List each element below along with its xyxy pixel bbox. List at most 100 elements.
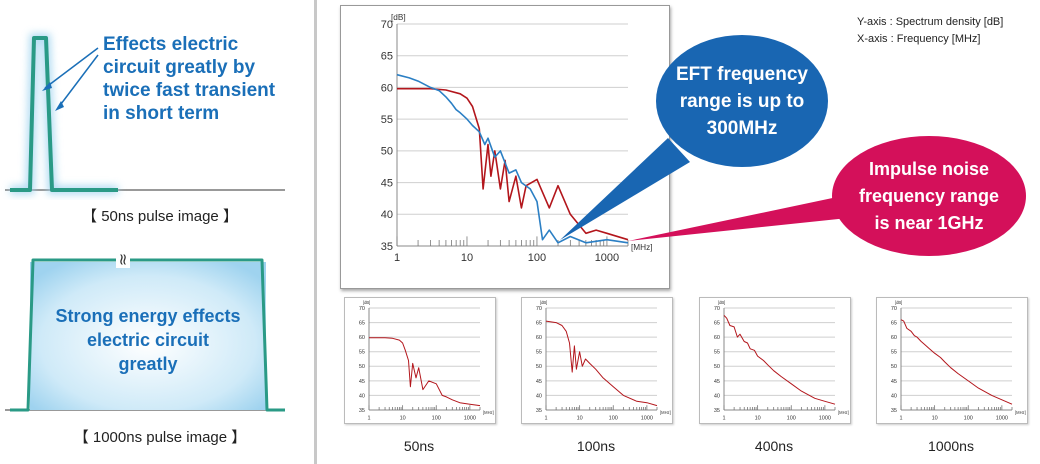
- caption-50ns: 50ns: [403, 438, 435, 454]
- caption-400ns: 400ns: [754, 438, 794, 454]
- y-axis-unit: [dB]: [718, 300, 725, 305]
- y-axis-unit: [dB]: [540, 300, 547, 305]
- y-tick-label: 60: [359, 335, 365, 341]
- y-tick-label: 35: [891, 408, 897, 414]
- break-mark: ≈: [114, 252, 134, 267]
- caption-1000ns: 1000ns: [928, 438, 974, 454]
- series-line-0: [900, 319, 1013, 405]
- y-tick-label: 50: [359, 364, 365, 370]
- y-tick-label: 60: [536, 335, 542, 341]
- y-tick-label: 65: [891, 320, 897, 326]
- y-tick-label: 45: [536, 379, 542, 385]
- x-axis-unit: [MHz]: [838, 410, 849, 415]
- energy-area: [30, 262, 266, 410]
- caption-100ns: 100ns: [576, 438, 616, 454]
- impulse-bubble-text: Impulse noise frequency range is near 1G…: [858, 159, 1000, 233]
- small-chart-400ns: 35 40 45 50 55 60 65 70 1 10 100 1000 [dB] [MHz]: [699, 297, 851, 424]
- pulse-1000ns-diagram: [5, 250, 285, 412]
- pulse-50ns-waveform: [10, 36, 118, 192]
- y-tick-label: 55: [891, 350, 897, 356]
- y-tick-label: 55: [381, 114, 393, 126]
- small-chart-100ns: 35 40 45 50 55 60 65 70 1 10 100 1000 [dB] [MHz]: [521, 297, 673, 424]
- pulse-1000ns-panel: ≈ Strong energy effects electric circuit…: [0, 240, 300, 464]
- x-tick-label: 1000: [819, 416, 831, 422]
- y-tick-label: 65: [714, 320, 720, 326]
- x-axis-unit: [MHz]: [483, 410, 494, 415]
- arrow-line-1: [44, 47, 99, 89]
- pulse-1000ns-caption: 【 1000ns pulse image 】: [73, 429, 247, 446]
- x-axis-unit: [MHz]: [1015, 410, 1026, 415]
- y-tick-label: 70: [714, 306, 720, 312]
- pulse-1000ns-waveform: [10, 258, 285, 412]
- y-tick-label: 55: [714, 350, 720, 356]
- main-spectrum-chart: 35 40 45 50 55 60 65 70 1 10 100 1000 [dB] [MHz]: [381, 13, 653, 264]
- y-tick-label: 70: [536, 306, 542, 312]
- y-tick-label: 45: [714, 379, 720, 385]
- x-tick-label: 1: [394, 252, 400, 264]
- section-divider: [314, 0, 317, 464]
- x-tick-label: 100: [528, 252, 546, 264]
- y-axis-unit: [dB]: [391, 13, 406, 22]
- pulse-50ns-caption: 【 50ns pulse image 】: [82, 208, 238, 225]
- series-line-0: [545, 320, 658, 407]
- main-chart-frame: 35 40 45 50 55 60 65 70 1 10 100 1000 [dB] [MHz]: [340, 5, 670, 289]
- y-tick-label: 70: [381, 19, 393, 31]
- x-tick-label: 1: [367, 416, 370, 422]
- pulse-1000ns-effect-text: Strong energy effects electric circuit g…: [55, 306, 241, 374]
- y-tick-label: 50: [381, 146, 393, 158]
- y-tick-label: 60: [714, 335, 720, 341]
- x-tick-label: 100: [787, 416, 796, 422]
- y-tick-label: 60: [381, 82, 393, 94]
- pulse-50ns-diagram: [5, 33, 285, 195]
- y-tick-label: 35: [536, 408, 542, 414]
- y-tick-label: 35: [714, 408, 720, 414]
- x-tick-label: 1000: [464, 416, 476, 422]
- x-tick-label: 10: [461, 252, 473, 264]
- y-tick-label: 45: [381, 177, 393, 189]
- y-tick-label: 45: [359, 379, 365, 385]
- x-tick-label: 10: [932, 416, 938, 422]
- y-tick-label: 70: [359, 306, 365, 312]
- y-tick-label: 45: [891, 379, 897, 385]
- small-chart-1000ns: 35 40 45 50 55 60 65 70 1 10 100 1000 [dB] [MHz]: [876, 297, 1028, 424]
- small-chart-50ns: 35 40 45 50 55 60 65 70 1 10 100 1000 [dB] [MHz]: [344, 297, 496, 424]
- x-tick-label: 10: [400, 416, 406, 422]
- series-line-0: [397, 87, 629, 241]
- x-tick-label: 10: [577, 416, 583, 422]
- x-axis-unit: [MHz]: [631, 243, 653, 252]
- y-axis-unit: [dB]: [895, 300, 902, 305]
- x-tick-label: 1: [899, 416, 902, 422]
- x-tick-label: 1000: [996, 416, 1008, 422]
- y-tick-label: 40: [381, 209, 393, 221]
- x-tick-label: 1: [722, 416, 725, 422]
- arrow-line-2: [57, 54, 99, 109]
- x-tick-label: 100: [964, 416, 973, 422]
- x-tick-label: 1000: [641, 416, 653, 422]
- y-tick-label: 65: [359, 320, 365, 326]
- eft-bubble-text: EFT frequency range is up to 300MHz: [676, 64, 808, 139]
- series-line-0: [723, 314, 836, 405]
- y-tick-label: 60: [891, 335, 897, 341]
- y-tick-label: 65: [536, 320, 542, 326]
- y-tick-label: 50: [891, 364, 897, 370]
- y-tick-label: 40: [536, 393, 542, 399]
- y-tick-label: 55: [536, 350, 542, 356]
- y-tick-label: 40: [714, 393, 720, 399]
- x-tick-label: 10: [755, 416, 761, 422]
- y-tick-label: 70: [891, 306, 897, 312]
- series-line-1: [396, 73, 629, 244]
- pulse-50ns-effect-text: Effects electric circuit greatly by twic…: [103, 34, 276, 124]
- y-tick-label: 50: [536, 364, 542, 370]
- x-tick-label: 100: [432, 416, 441, 422]
- x-tick-label: 100: [609, 416, 618, 422]
- series-line-0: [369, 337, 481, 407]
- y-tick-label: 40: [359, 393, 365, 399]
- y-tick-label: 65: [381, 51, 393, 63]
- pulse-50ns-panel: Effects electric circuit greatly by twic…: [0, 0, 300, 230]
- y-tick-label: 40: [891, 393, 897, 399]
- y-axis-unit: [dB]: [363, 300, 370, 305]
- y-tick-label: 50: [714, 364, 720, 370]
- y-tick-label: 35: [381, 241, 393, 253]
- y-tick-label: 35: [359, 408, 365, 414]
- y-tick-label: 55: [359, 350, 365, 356]
